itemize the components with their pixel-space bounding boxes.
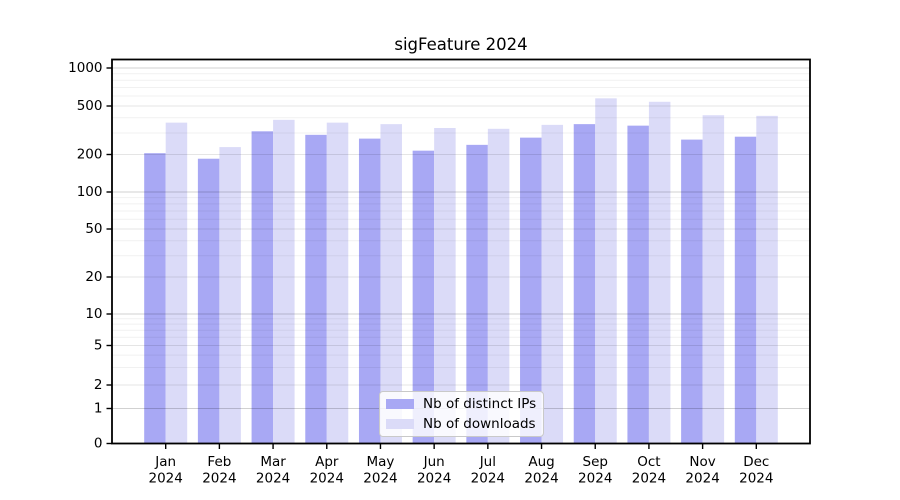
- plot-border: [111, 58, 811, 445]
- bar-distinct-ips-jun: [412, 150, 435, 444]
- gridlines: [112, 67, 810, 409]
- x-axis: Jan2024Feb2024Mar2024Apr2024May2024Jun20…: [149, 443, 773, 487]
- bar-distinct-ips-jul: [466, 144, 488, 444]
- x-tick-label-year: 2024: [524, 471, 558, 487]
- bar-downloads-jun: [434, 127, 456, 444]
- x-tick-label-year: 2024: [256, 471, 290, 487]
- bar-distinct-ips-oct: [627, 125, 649, 444]
- legend-item-distinct-ips: Nb of distinct IPs: [386, 395, 543, 412]
- bar-downloads-sep: [595, 98, 617, 444]
- legend-label-downloads: Nb of downloads: [423, 415, 536, 432]
- x-tick-label-year: 2024: [310, 471, 344, 487]
- x-tick-label-year: 2024: [363, 471, 397, 487]
- x-tick-label-month: Nov: [689, 454, 715, 470]
- x-tick-label-month: Sep: [583, 454, 608, 470]
- bar-downloads-dec: [756, 115, 778, 444]
- y-tick-label: 100: [77, 184, 103, 200]
- x-tick-label-month: Aug: [528, 454, 554, 470]
- legend-swatch-downloads: [386, 418, 414, 429]
- legend: Nb of distinct IPs Nb of downloads: [379, 390, 544, 437]
- y-tick-label: 200: [77, 147, 103, 163]
- x-tick-label-year: 2024: [578, 471, 612, 487]
- y-tick-label: 5: [94, 338, 103, 354]
- y-tick-label: 2: [94, 377, 103, 393]
- y-tick-label: 0: [94, 436, 103, 452]
- x-tick-label-month: May: [367, 454, 395, 470]
- bar-distinct-ips-apr: [305, 134, 327, 444]
- bar-downloads-nov: [702, 115, 725, 444]
- bar-distinct-ips-sep: [573, 124, 596, 444]
- legend-item-downloads: Nb of downloads: [386, 415, 543, 432]
- x-tick-label-year: 2024: [632, 471, 666, 487]
- bar-downloads-apr: [326, 122, 349, 444]
- bar-downloads-feb: [219, 147, 241, 444]
- x-tick-label-month: Dec: [743, 454, 769, 470]
- bar-downloads-mar: [273, 119, 295, 444]
- bars-group: [144, 98, 778, 444]
- y-axis: 0 1 2 5 10 20 50 100 200 500 1000: [68, 60, 112, 452]
- y-tick-label: 20: [85, 269, 102, 285]
- bar-downloads-aug: [541, 124, 564, 444]
- y-tick-label: 1: [94, 401, 103, 417]
- x-tick-label-year: 2024: [202, 471, 236, 487]
- bar-distinct-ips-dec: [734, 136, 757, 444]
- bar-distinct-ips-jan: [144, 153, 166, 444]
- bar-downloads-jan: [165, 122, 188, 444]
- bar-downloads-may: [380, 124, 402, 444]
- bar-distinct-ips-mar: [251, 131, 274, 444]
- y-tick-label: 50: [85, 221, 102, 237]
- x-tick-label-month: Jul: [479, 454, 496, 470]
- bar-distinct-ips-feb: [197, 158, 220, 444]
- x-tick-label-month: Feb: [207, 454, 231, 470]
- x-tick-label-month: Jun: [423, 454, 445, 470]
- x-tick-label-year: 2024: [739, 471, 773, 487]
- x-tick-label-month: Apr: [315, 454, 339, 470]
- x-tick-label-month: Oct: [637, 454, 660, 470]
- x-tick-label-month: Mar: [260, 454, 286, 470]
- legend-swatch-distinct-ips: [386, 398, 414, 409]
- x-tick-label-year: 2024: [149, 471, 183, 487]
- y-tick-label: 1000: [68, 60, 102, 76]
- legend-label-distinct-ips: Nb of distinct IPs: [423, 395, 537, 412]
- y-tick-label: 10: [85, 306, 102, 322]
- x-tick-label-month: Jan: [154, 454, 176, 470]
- bar-distinct-ips-may: [358, 138, 381, 444]
- x-tick-label-year: 2024: [471, 471, 505, 487]
- bar-distinct-ips-nov: [681, 139, 703, 444]
- x-tick-label-year: 2024: [685, 471, 719, 487]
- chart-title: sigFeature 2024: [394, 35, 528, 54]
- bar-distinct-ips-aug: [520, 137, 542, 444]
- x-tick-label-year: 2024: [417, 471, 451, 487]
- y-tick-label: 500: [77, 98, 103, 114]
- bar-downloads-jul: [487, 128, 510, 444]
- bar-downloads-oct: [648, 101, 671, 444]
